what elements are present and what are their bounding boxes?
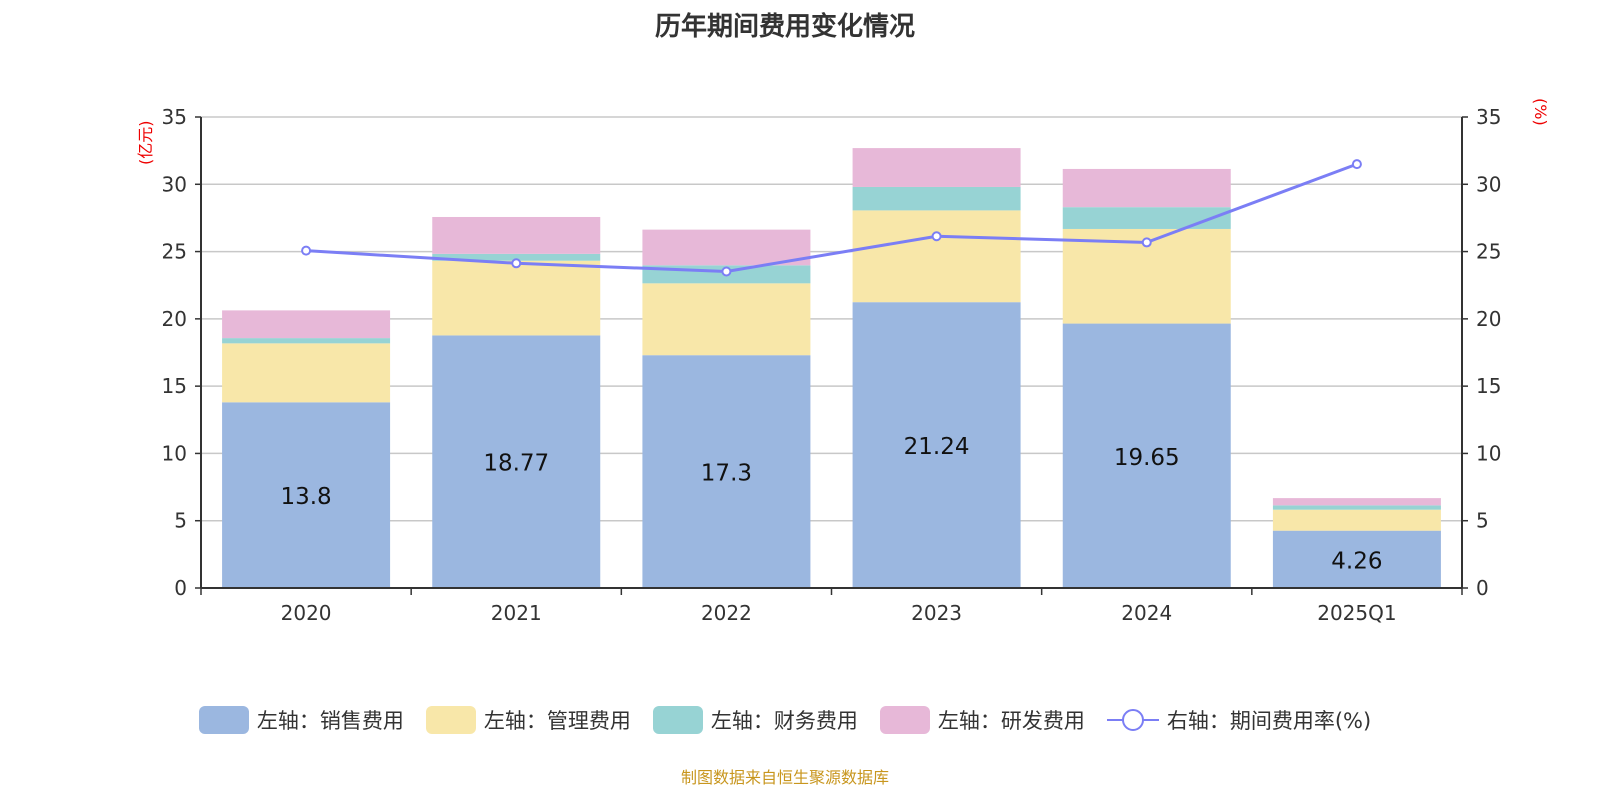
- bar-segment: [222, 402, 391, 588]
- bar-segment: [1062, 168, 1231, 208]
- bar-segment: [1272, 498, 1441, 506]
- bar-segment: [432, 260, 601, 336]
- legend-swatch: [1106, 709, 1159, 731]
- legend: 左轴：销售费用 左轴：管理费用 左轴：财务费用 左轴：研发费用 右轴：期间费用率(%): [0, 705, 1570, 735]
- bar-segment: [1062, 323, 1231, 588]
- legend-item[interactable]: 右轴：期间费用率(%): [1106, 705, 1372, 735]
- legend-label: 左轴：销售费用: [256, 709, 404, 733]
- rate-point: [301, 245, 312, 256]
- bar-segment: [852, 186, 1021, 211]
- bar-segment: [642, 283, 811, 356]
- bar-segment: [432, 216, 601, 254]
- legend-swatch: [652, 706, 703, 734]
- legend-item[interactable]: 左轴：管理费用: [425, 705, 631, 735]
- x-tick-label: 2024: [1121, 601, 1172, 625]
- left-tick-label: 0: [174, 576, 187, 600]
- left-tick-label: 15: [162, 374, 187, 398]
- source-note: 制图数据来自恒生聚源数据库: [680, 768, 889, 787]
- right-tick-label: 30: [1476, 172, 1501, 196]
- bar-data-label: 13.8: [280, 484, 331, 510]
- x-tick-label: 2025Q1: [1317, 601, 1396, 625]
- bar-segment: [852, 302, 1021, 588]
- legend-swatch: [198, 706, 249, 734]
- legend-swatch: [425, 706, 476, 734]
- legend-item[interactable]: 左轴：研发费用: [879, 705, 1085, 735]
- bar-segment: [1272, 530, 1441, 588]
- right-tick-label: 0: [1476, 576, 1489, 600]
- x-tick-label: 2022: [701, 601, 752, 625]
- bar-segment: [222, 343, 391, 403]
- left-tick-label: 35: [162, 105, 187, 129]
- rate-point: [511, 258, 522, 269]
- x-tick-label: 2020: [281, 601, 332, 625]
- legend-label: 左轴：研发费用: [937, 709, 1085, 733]
- rate-point: [1351, 159, 1362, 170]
- rate-point: [1141, 237, 1152, 248]
- bar-segment: [642, 229, 811, 266]
- left-tick-label: 25: [162, 240, 187, 264]
- bar-segment: [432, 253, 601, 261]
- bar-segment: [1272, 509, 1441, 531]
- legend-label: 右轴：期间费用率(%): [1166, 709, 1372, 733]
- left-tick-label: 5: [174, 509, 187, 533]
- right-tick-label: 25: [1476, 240, 1501, 264]
- x-tick-label: 2021: [491, 601, 542, 625]
- bar-data-label: 4.26: [1331, 548, 1382, 574]
- legend-label: 左轴：财务费用: [710, 709, 858, 733]
- right-tick-label: 35: [1476, 105, 1501, 129]
- legend-swatch: [879, 706, 930, 734]
- bar-data-label: 21.24: [904, 434, 970, 460]
- bar-segment: [222, 338, 391, 344]
- legend-label: 左轴：管理费用: [483, 709, 631, 733]
- bar-segment: [642, 355, 811, 588]
- bar-data-label: 18.77: [483, 451, 549, 477]
- bar-segment: [852, 210, 1021, 303]
- legend-item[interactable]: 左轴：财务费用: [652, 705, 858, 735]
- bar-data-label: 19.65: [1114, 445, 1180, 471]
- bar-data-label: 17.3: [701, 461, 752, 487]
- right-tick-label: 5: [1476, 509, 1489, 533]
- rate-point: [931, 231, 942, 242]
- bar-segment: [1272, 505, 1441, 510]
- right-tick-label: 15: [1476, 374, 1501, 398]
- legend-item[interactable]: 左轴：销售费用: [198, 705, 404, 735]
- left-tick-label: 10: [162, 441, 187, 465]
- bar-segment: [432, 335, 601, 588]
- right-tick-label: 20: [1476, 307, 1501, 331]
- rate-line: [305, 162, 1358, 273]
- rate-point: [721, 266, 732, 277]
- bar-segment: [852, 148, 1021, 187]
- bar-segment: [1062, 207, 1231, 229]
- left-tick-label: 30: [162, 172, 187, 196]
- right-tick-label: 10: [1476, 441, 1501, 465]
- chart-title: 历年期间费用变化情况: [654, 12, 915, 42]
- left-tick-label: 20: [162, 307, 187, 331]
- x-tick-label: 2023: [911, 601, 962, 625]
- bar-segment: [222, 310, 391, 339]
